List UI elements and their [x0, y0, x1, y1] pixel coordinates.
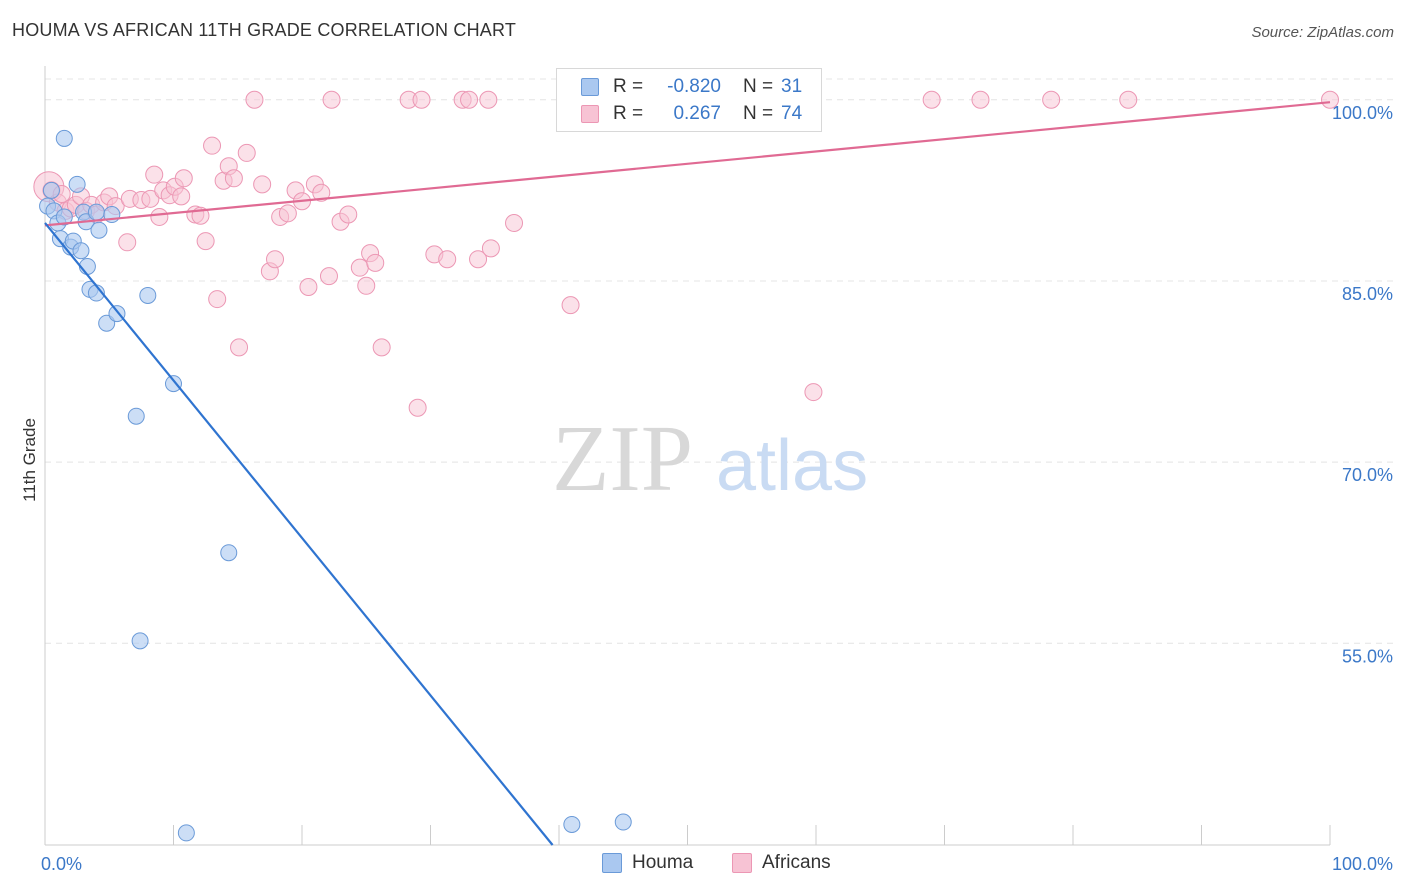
y-tick-label: 85.0% [1342, 284, 1393, 304]
houma-point [55, 129, 73, 147]
africans-n-label: N = [743, 103, 774, 124]
africans-point [350, 258, 369, 277]
africans-point [278, 204, 297, 223]
houma-swatch [581, 78, 599, 96]
houma-r-value: -0.820 [667, 76, 721, 97]
houma-n-value: 31 [781, 76, 803, 97]
legend-item-houma[interactable]: Houma [602, 852, 693, 874]
africans-point [505, 213, 524, 232]
houma-point [127, 407, 145, 425]
legend-row-houma: R = -0.820 N = 31 [581, 75, 802, 99]
africans-point [339, 205, 358, 224]
gridlines [45, 78, 1395, 644]
chart-source: Source: ZipAtlas.com [1251, 24, 1394, 41]
watermark-atlas: atlas [716, 426, 868, 506]
africans-point [253, 175, 272, 194]
houma-point [55, 208, 73, 226]
houma-points [39, 129, 632, 842]
y-tick-label: 70.0% [1342, 465, 1393, 485]
africans-point [319, 267, 338, 286]
africans-point [245, 90, 264, 109]
africans-point [561, 296, 580, 315]
houma-legend-swatch [602, 853, 622, 873]
houma-point [72, 242, 90, 260]
africans-point [412, 90, 431, 109]
africans-point [971, 90, 990, 109]
africans-point [172, 187, 191, 206]
africans-point [366, 253, 385, 272]
africans-point [312, 183, 331, 202]
africans-swatch [581, 105, 599, 123]
africans-point [372, 338, 391, 357]
houma-point [139, 286, 157, 304]
africans-n-value: 74 [781, 103, 803, 124]
x-tick-label-min: 0.0% [41, 854, 82, 874]
africans-point [322, 90, 341, 109]
africans-point [469, 250, 488, 269]
legend-row-africans: R = 0.267 N = 74 [581, 102, 802, 126]
africans-point [438, 250, 457, 269]
africans-legend-label: Africans [762, 852, 831, 873]
houma-point [220, 544, 238, 562]
africans-trend-line [44, 101, 1331, 227]
watermark-zip: ZIP [552, 407, 693, 511]
africans-point [174, 169, 193, 188]
africans-point [150, 207, 169, 226]
africans-point [266, 250, 285, 269]
africans-point [479, 90, 498, 109]
houma-trend-line [44, 222, 554, 846]
africans-point [141, 189, 160, 208]
legend-item-africans[interactable]: Africans [732, 852, 831, 874]
correlation-legend: R = -0.820 N = 31 R = 0.267 N = 74 [556, 68, 822, 132]
africans-point [922, 90, 941, 109]
africans-point [1042, 90, 1061, 109]
africans-point [460, 90, 479, 109]
houma-point [563, 815, 581, 833]
africans-r-label: R = [613, 103, 644, 124]
houma-point [177, 824, 195, 842]
africans-point [208, 290, 227, 309]
africans-point [1321, 90, 1339, 109]
y-tick-label: 55.0% [1342, 646, 1393, 666]
houma-legend-label: Houma [632, 852, 694, 873]
houma-point [42, 181, 60, 199]
africans-points [33, 90, 1339, 417]
africans-point [357, 276, 376, 295]
africans-point [408, 398, 427, 417]
tick-labels: 55.0% 70.0% 85.0% 100.0% 0.0% 100.0% [41, 103, 1393, 874]
chart-title: HOUMA VS AFRICAN 11TH GRADE CORRELATION … [12, 20, 517, 40]
africans-point [203, 136, 222, 155]
africans-legend-swatch [732, 853, 752, 873]
houma-point [131, 632, 149, 650]
africans-point [481, 239, 500, 258]
houma-point [87, 203, 105, 221]
africans-point [224, 169, 243, 188]
houma-point [614, 813, 632, 831]
houma-point [68, 175, 86, 193]
africans-point [118, 233, 137, 252]
africans-point [230, 338, 249, 357]
africans-r-value: 0.267 [673, 103, 721, 124]
africans-point [237, 143, 256, 162]
africans-point [196, 232, 215, 251]
houma-point [90, 221, 108, 239]
trend-lines [44, 101, 1331, 846]
houma-point [165, 375, 182, 393]
x-tick-label-max: 100.0% [1332, 854, 1393, 874]
houma-n-label: N = [743, 76, 774, 97]
africans-point [145, 165, 164, 184]
africans-point [299, 277, 318, 296]
series-legend: Houma Africans [0, 852, 1406, 876]
y-tick-label: 100.0% [1332, 103, 1393, 123]
houma-r-label: R = [613, 76, 644, 97]
africans-point [1119, 90, 1138, 109]
africans-point [804, 383, 823, 402]
